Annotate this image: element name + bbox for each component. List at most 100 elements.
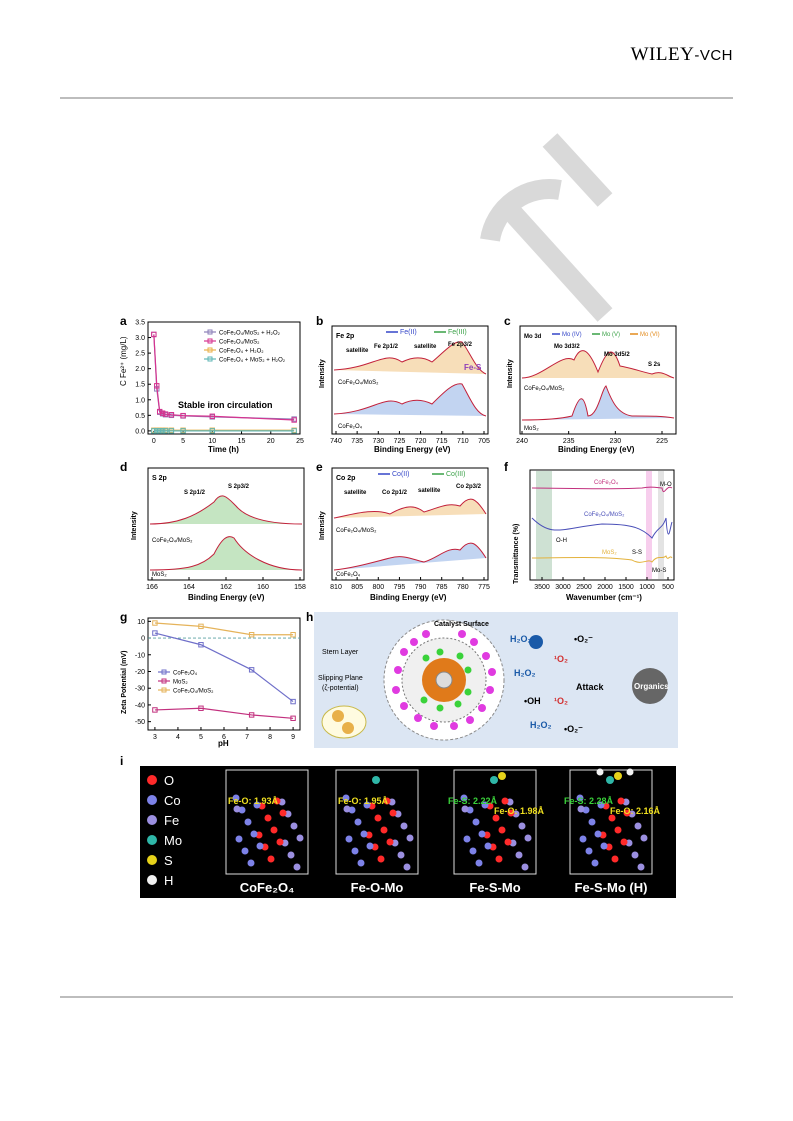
atom xyxy=(591,859,599,867)
sample-2: CoFe₂O₄ xyxy=(338,424,363,430)
data-point xyxy=(291,428,297,434)
atom-swatch xyxy=(147,875,157,885)
series-line xyxy=(154,622,294,636)
bottom-rule xyxy=(60,996,733,998)
atom-swatch xyxy=(147,855,157,865)
data-point xyxy=(156,408,163,415)
x-tick-label: 725 xyxy=(394,438,406,445)
y-tick-label: 0 xyxy=(141,636,145,643)
panel-a-label: a xyxy=(120,314,127,328)
data-point xyxy=(248,632,255,638)
series-line xyxy=(154,707,294,719)
x-tick-label: 235 xyxy=(563,438,575,445)
data-point xyxy=(156,428,163,434)
x-tick-label: 1000 xyxy=(639,584,655,591)
x-tick-label: 720 xyxy=(415,438,427,445)
x-axis-label: Wavenumber (cm⁻¹) xyxy=(566,593,642,602)
atom xyxy=(594,830,602,838)
data-point xyxy=(291,417,297,423)
atom xyxy=(498,826,506,834)
series-line xyxy=(154,632,294,703)
legend-marker xyxy=(207,329,213,335)
y-tick-label: -30 xyxy=(135,686,145,693)
x-tick-label: 3 xyxy=(153,734,157,741)
y-axis-label: Transmittance (%) xyxy=(513,524,520,584)
atom xyxy=(597,801,605,809)
legend-fe2: Fe(II) xyxy=(400,329,417,336)
atom xyxy=(469,847,477,855)
legend-mo4: Mo (IV) xyxy=(562,332,582,338)
attack-label: Attack xyxy=(576,682,605,692)
atom xyxy=(389,809,397,817)
panel-c-chart: Mo 3d Mo (IV) Mo (V) Mo (VI) CoFe₂O₄/MoS… xyxy=(507,325,677,454)
data-point xyxy=(290,632,296,638)
x-axis-label: pH xyxy=(218,739,229,748)
y-tick-label: 1.0 xyxy=(135,397,145,404)
annot-fe2p32: Fe 2p3/2 xyxy=(448,342,473,348)
atom xyxy=(366,842,374,850)
atom xyxy=(345,835,353,843)
atom xyxy=(460,794,468,802)
plot-frame xyxy=(147,321,301,435)
legend-label: CoFe₂O₄ xyxy=(173,671,198,677)
atom xyxy=(241,847,249,855)
atom xyxy=(250,830,258,838)
sample-2: MoS₂ xyxy=(524,426,539,432)
unit-cell xyxy=(569,769,653,875)
y-axis-label: Intensity xyxy=(319,511,326,540)
atom xyxy=(640,834,648,842)
sample-1: CoFe₂O₄/MoS₂ xyxy=(152,538,193,544)
data-point xyxy=(162,411,169,417)
atom xyxy=(600,842,608,850)
x-tick-label: 10 xyxy=(208,438,216,445)
x-tick-label: 730 xyxy=(372,438,384,445)
series-1 xyxy=(151,331,297,423)
atom xyxy=(637,863,645,871)
atom-h xyxy=(626,768,634,776)
legend-marker xyxy=(207,347,213,353)
series-line xyxy=(153,334,295,421)
annot-fes: Fe-S xyxy=(464,363,482,372)
atom-label: Co xyxy=(164,793,181,808)
top-rule xyxy=(60,97,733,99)
title: Co 2p xyxy=(336,475,355,482)
sample-1: CoFe₂O₄/MoS₂ xyxy=(336,528,377,534)
atom xyxy=(383,797,391,805)
atom xyxy=(343,805,351,813)
panel-c: c Mo 3d Mo (IV) Mo (V) Mo (VI) CoFe₂O₄/M… xyxy=(502,312,678,454)
annotation: Stable iron circulation xyxy=(178,400,273,410)
data-point xyxy=(152,630,158,636)
x-tick-label: 790 xyxy=(415,584,427,591)
x-tick-label: 158 xyxy=(294,584,306,591)
series-group xyxy=(151,331,297,434)
legend-fe3: Fe(III) xyxy=(448,329,467,336)
data-point xyxy=(159,428,166,434)
atom-label: Mo xyxy=(164,833,182,848)
atom xyxy=(461,805,469,813)
atom-swatch xyxy=(147,795,157,805)
y-tick-label: -40 xyxy=(135,702,145,709)
atom-label: Fe xyxy=(164,813,179,828)
annot-ss: S-S xyxy=(632,550,642,556)
legend-marker xyxy=(207,356,213,362)
x-tick-label: 2000 xyxy=(597,584,613,591)
atom xyxy=(463,835,471,843)
x-tick-label: 740 xyxy=(330,438,342,445)
atom xyxy=(264,814,272,822)
legend-mo6: Mo (VI) xyxy=(640,332,660,338)
atom-label: O xyxy=(164,773,174,788)
hydroxyl-label: •OH xyxy=(524,696,541,706)
x-tick-label: 225 xyxy=(656,438,668,445)
panel-g-chart: 10 0 -10 -20 -30 -40 -50 3 4 5 6 7 8 9 CoFe₂O₄ MoS₂ Co… xyxy=(121,617,301,748)
x-tick-label: 230 xyxy=(609,438,621,445)
x-axis-label: Binding Energy (eV) xyxy=(370,593,447,602)
x-tick-label: 9 xyxy=(291,734,295,741)
atom xyxy=(235,835,243,843)
panel-g: g 10 0 -10 -20 -30 -40 -50 3 4 5 6 7 8 9 CoFe₂O₄ MoS₂… xyxy=(118,608,308,748)
atom xyxy=(256,842,264,850)
data-point xyxy=(152,707,158,713)
atom xyxy=(518,822,526,830)
x-tick-label: 795 xyxy=(394,584,406,591)
x-tick-label: 5 xyxy=(181,438,185,445)
